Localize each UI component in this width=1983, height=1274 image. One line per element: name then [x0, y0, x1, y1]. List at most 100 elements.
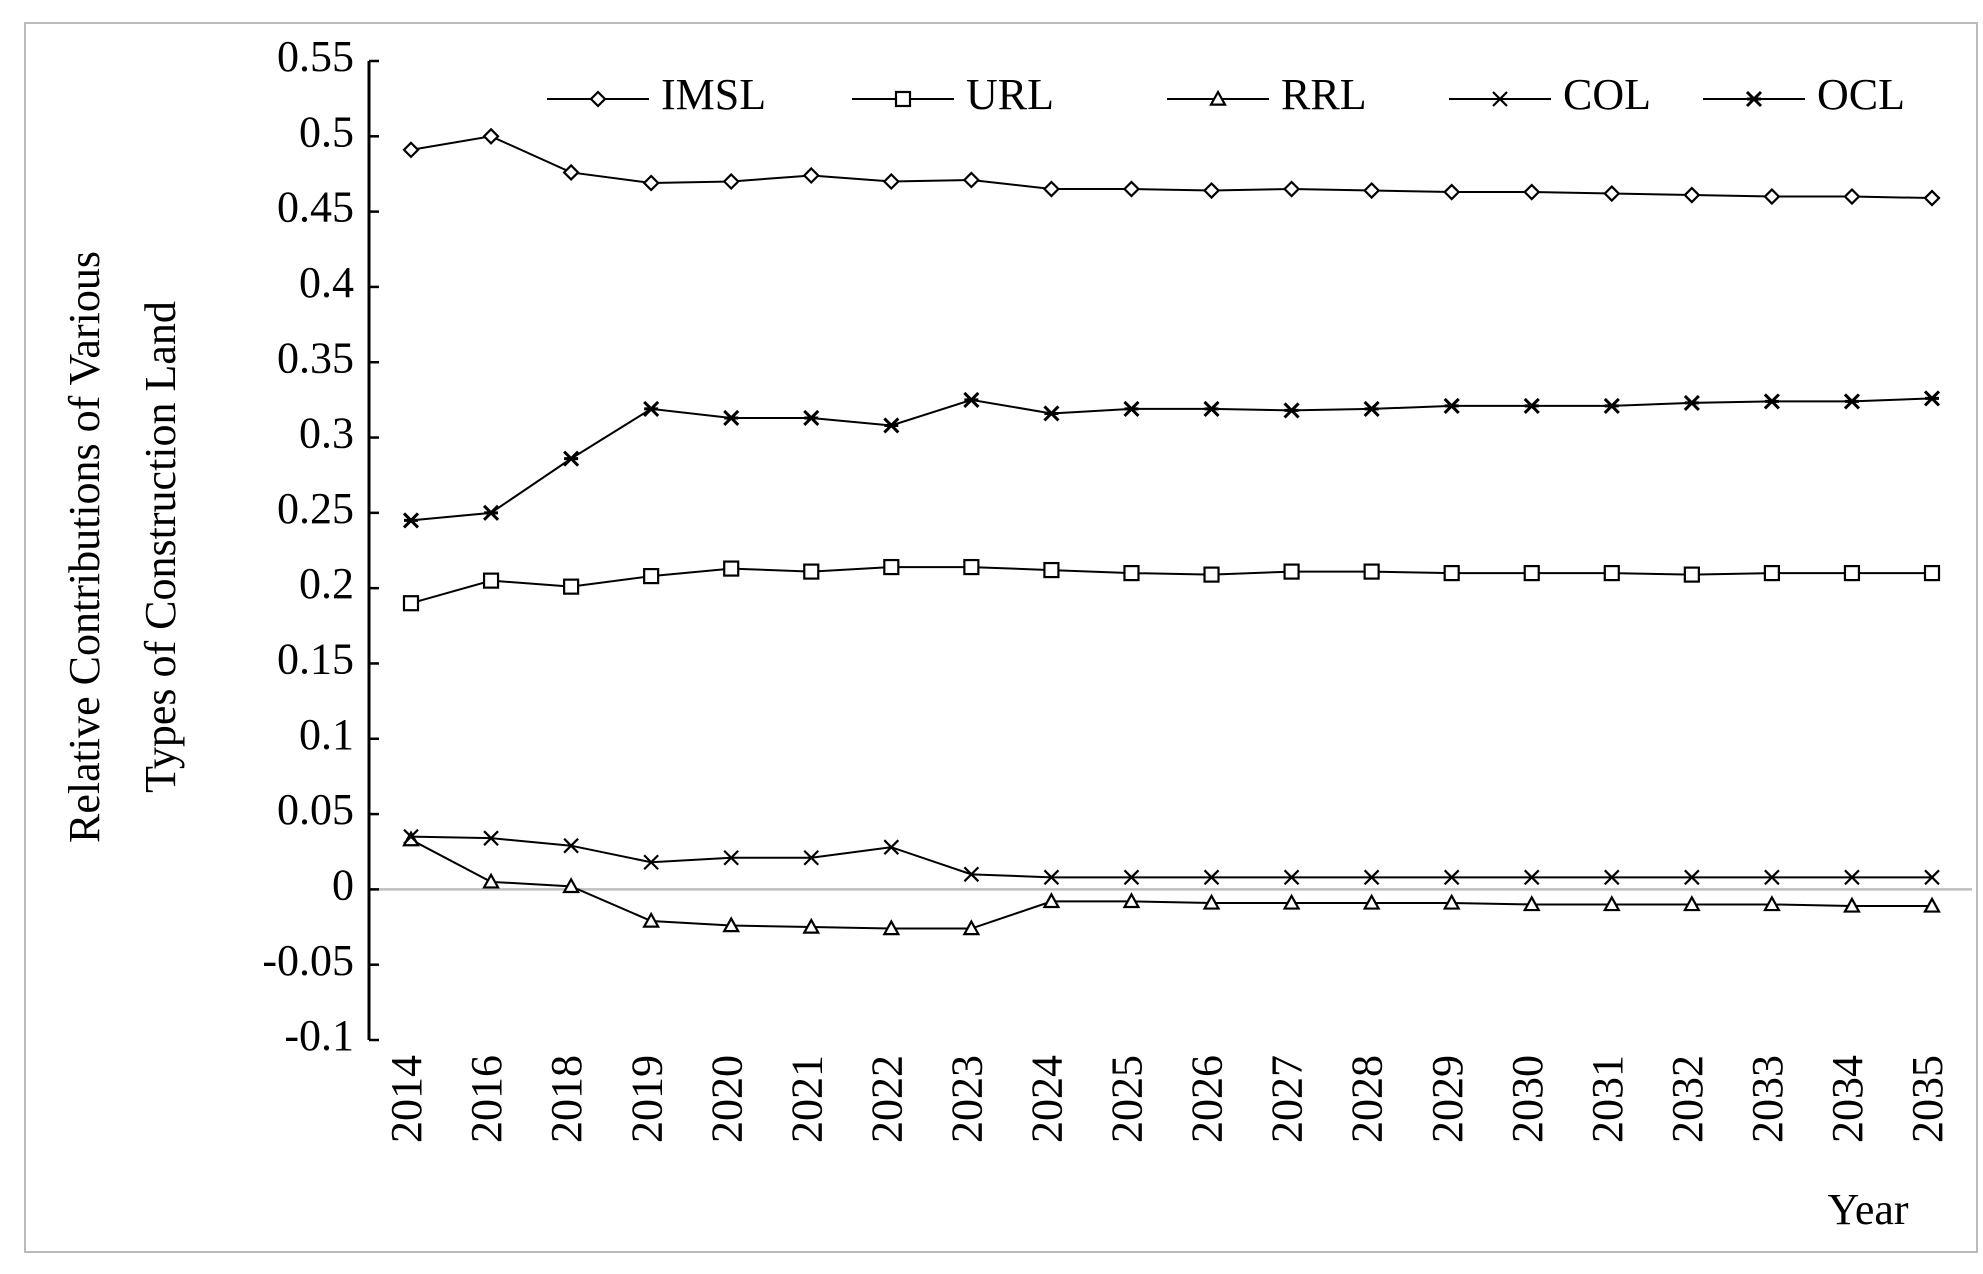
marker — [403, 828, 419, 845]
marker — [1122, 892, 1141, 909]
marker — [562, 877, 580, 894]
marker — [1843, 896, 1861, 913]
marker — [1522, 895, 1541, 912]
marker — [1363, 869, 1380, 886]
marker — [1604, 869, 1620, 886]
marker — [589, 90, 607, 108]
marker — [1923, 189, 1941, 207]
x-tick-label: 2033 — [1743, 1055, 1792, 1143]
marker — [1924, 869, 1940, 886]
y-tick-label: -0.1 — [284, 1011, 354, 1060]
y-tick-label: -0.05 — [262, 936, 354, 985]
y-tick-label: 0.35 — [277, 333, 354, 382]
marker — [1603, 397, 1620, 414]
y-tick-label: 0.55 — [277, 32, 354, 81]
x-tick-label: 2020 — [702, 1055, 751, 1143]
y-tick-label: 0.25 — [277, 484, 354, 533]
x-tick-label: 2018 — [542, 1055, 591, 1143]
marker — [642, 911, 661, 928]
marker — [1764, 869, 1780, 886]
marker — [643, 400, 660, 417]
marker — [402, 512, 420, 529]
marker — [562, 163, 580, 182]
marker — [1602, 895, 1621, 912]
marker — [1363, 181, 1381, 200]
x-tick-label: 2035 — [1903, 1055, 1952, 1143]
marker — [882, 919, 901, 936]
marker — [1763, 564, 1780, 582]
marker — [402, 595, 420, 612]
y-axis-label: Relative Contributions of Various — [60, 251, 109, 843]
marker — [1763, 187, 1781, 206]
x-tick-label: 2016 — [462, 1055, 511, 1143]
x-tick-label: 2023 — [942, 1055, 991, 1143]
marker — [723, 409, 740, 427]
legend-label: RRL — [1281, 70, 1367, 119]
y-tick-label: 0.1 — [299, 710, 354, 759]
marker — [803, 849, 820, 866]
marker — [1203, 869, 1220, 886]
legend-label: URL — [966, 70, 1054, 119]
marker — [1042, 892, 1061, 909]
y-tick-label: 0.3 — [299, 409, 354, 458]
marker — [1492, 91, 1508, 107]
marker — [642, 174, 660, 192]
series-line — [410, 135, 1933, 200]
y-tick-label: 0.2 — [299, 559, 354, 608]
y-tick-label: 0.05 — [277, 785, 354, 834]
marker — [1923, 564, 1941, 582]
y-tick-label: 0.4 — [299, 258, 354, 307]
marker — [963, 558, 980, 576]
marker — [1363, 563, 1380, 580]
marker — [1283, 180, 1301, 198]
marker — [722, 916, 741, 933]
marker — [1123, 869, 1140, 886]
marker — [1043, 561, 1060, 579]
marker — [1682, 895, 1701, 912]
marker — [643, 568, 660, 585]
marker — [1763, 393, 1780, 410]
marker — [643, 854, 659, 871]
marker — [1523, 564, 1540, 582]
marker — [1684, 869, 1700, 886]
x-tick-label: 2014 — [382, 1055, 431, 1143]
marker — [963, 866, 980, 883]
marker — [1683, 186, 1701, 204]
marker — [1283, 402, 1300, 419]
marker — [1745, 90, 1763, 108]
marker — [722, 172, 740, 191]
marker — [1683, 394, 1700, 411]
marker — [883, 417, 900, 434]
marker — [883, 558, 900, 576]
x-tick-label: 2034 — [1823, 1055, 1872, 1143]
marker — [1283, 563, 1300, 580]
marker — [1123, 564, 1140, 582]
marker — [482, 127, 500, 145]
marker — [962, 919, 981, 936]
marker — [894, 90, 912, 108]
marker — [482, 504, 500, 521]
marker — [1523, 183, 1541, 201]
marker — [1362, 893, 1381, 910]
marker — [1843, 393, 1861, 410]
y-tick-label: 0 — [332, 860, 354, 909]
x-tick-label: 2019 — [622, 1055, 671, 1143]
x-tick-label: 2026 — [1183, 1055, 1232, 1143]
marker — [1843, 564, 1861, 582]
series-line — [410, 566, 1932, 605]
y-tick-label: 0.15 — [277, 635, 354, 684]
marker — [802, 166, 820, 185]
marker — [1122, 180, 1141, 198]
x-tick-label: 2025 — [1103, 1055, 1152, 1143]
marker — [1523, 869, 1540, 886]
legend-label: OCL — [1817, 70, 1905, 119]
marker — [1209, 89, 1227, 106]
marker — [1603, 564, 1620, 582]
series-line — [410, 835, 1932, 879]
marker — [483, 830, 499, 846]
x-tick-label: 2024 — [1023, 1055, 1072, 1143]
marker — [1042, 180, 1060, 198]
marker — [1443, 183, 1461, 201]
marker — [723, 849, 739, 866]
y-tick-label: 0.45 — [277, 183, 354, 232]
